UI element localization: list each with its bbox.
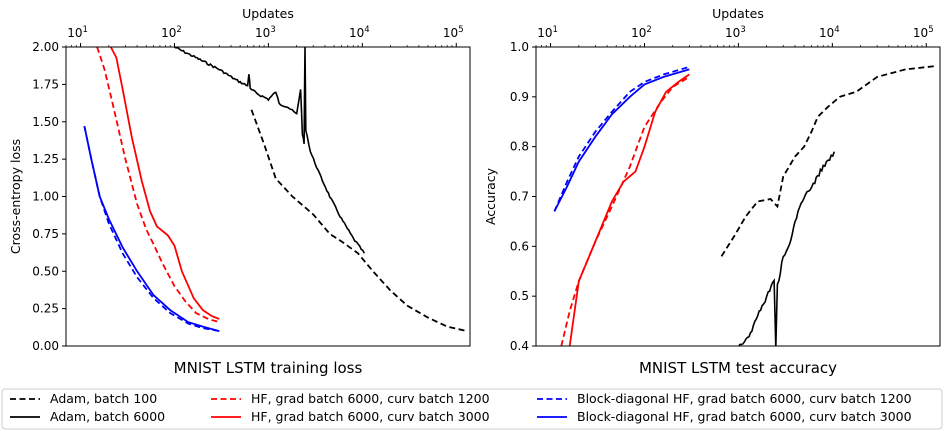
y-axis-label: Cross-entropy loss xyxy=(8,139,23,254)
x-tick-label: 102 xyxy=(631,25,652,40)
chart-training-loss: 101 102 103 104 105 0.00 0.25 0.50 0.75 1.00 1.25 1… xyxy=(8,6,471,377)
plot-frame xyxy=(65,46,471,347)
series-line-6 xyxy=(83,126,220,332)
y-tick-label: 1.00 xyxy=(32,190,59,204)
series-line-6 xyxy=(553,68,690,212)
legend: Adam, batch 100 Adam, batch 6000 HF, grad … xyxy=(1,388,943,430)
y-tick-label: 0.8 xyxy=(510,140,529,154)
y-tick-label: 0.25 xyxy=(32,302,59,316)
legend-label: Adam, batch 100 xyxy=(50,391,157,406)
y-tick-label: 0.75 xyxy=(32,227,59,241)
y-tick-label: 1.0 xyxy=(510,40,529,54)
series-line-5 xyxy=(553,66,690,212)
x-tick-label: 102 xyxy=(161,25,182,40)
x-tick-label: 103 xyxy=(725,25,746,40)
series-line-3 xyxy=(560,76,690,346)
x-tick-label: 104 xyxy=(349,25,370,40)
x-tick-label: 105 xyxy=(913,25,934,40)
legend-label: Block-diagonal HF, grad batch 6000, curv… xyxy=(577,409,912,424)
y-tick-label: 0.7 xyxy=(510,190,529,204)
series-line-4 xyxy=(110,47,220,320)
series-line-2 xyxy=(738,151,836,346)
x-axis-label: Updates xyxy=(242,6,294,21)
y-tick-label: 2.00 xyxy=(32,40,59,54)
chart-title: MNIST LSTM training loss xyxy=(174,359,363,377)
y-tick-label: 0.50 xyxy=(32,264,59,278)
chart-title: MNIST LSTM test accuracy xyxy=(639,359,837,377)
x-tick-label: 101 xyxy=(67,25,88,40)
x-tick-label: 103 xyxy=(255,25,276,40)
legend-label: Adam, batch 6000 xyxy=(50,409,165,424)
y-tick-label: 1.75 xyxy=(32,77,59,91)
x-tick-label: 101 xyxy=(537,25,558,40)
y-tick-label: 0.5 xyxy=(510,289,529,303)
y-tick-label: 1.50 xyxy=(32,115,59,129)
y-tick-label: 0.00 xyxy=(32,339,59,353)
x-axis-label: Updates xyxy=(712,6,764,21)
series-line-5 xyxy=(83,126,220,332)
x-tick-label: 104 xyxy=(819,25,840,40)
plot-frame xyxy=(535,46,941,347)
y-axis-label: Accuracy xyxy=(483,167,498,225)
x-tick-label: 105 xyxy=(443,25,464,40)
series-line-4 xyxy=(568,73,690,346)
y-tick-label: 0.4 xyxy=(510,339,529,353)
legend-label: HF, grad batch 6000, curv batch 3000 xyxy=(251,409,490,424)
series-line-1 xyxy=(250,109,468,332)
legend-label: Block-diagonal HF, grad batch 6000, curv… xyxy=(577,391,912,406)
legend-frame xyxy=(1,388,943,430)
series-line-3 xyxy=(96,47,220,323)
legend-label: HF, grad batch 6000, curv batch 1200 xyxy=(251,391,490,406)
y-tick-label: 0.6 xyxy=(510,239,529,253)
series-line-2 xyxy=(174,47,366,254)
y-tick-label: 0.9 xyxy=(510,90,529,104)
series-line-1 xyxy=(720,65,938,257)
y-tick-label: 1.25 xyxy=(32,152,59,166)
chart-test-accuracy: 101 102 103 104 105 0.4 0.5 0.6 0.7 0.8 0.9 1.0 Upda… xyxy=(483,6,941,377)
